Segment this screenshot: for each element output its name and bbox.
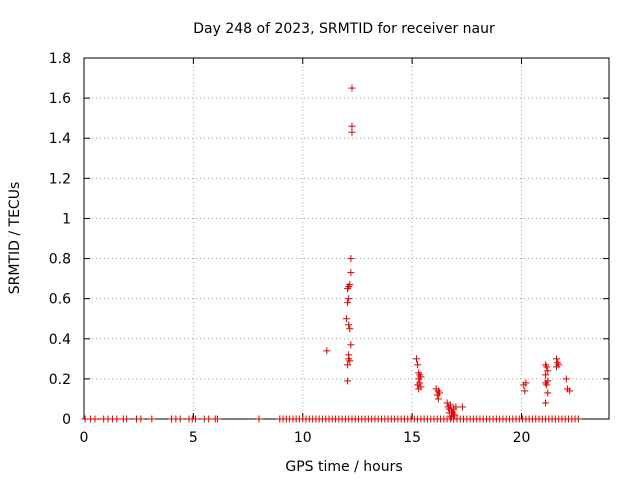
data-point [346, 325, 354, 333]
y-tick-label: 0.8 [49, 252, 71, 268]
data-point [343, 315, 350, 323]
data-point [348, 122, 356, 130]
data-point [450, 411, 458, 419]
data-point [123, 415, 131, 423]
data-point [346, 357, 354, 365]
data-point [348, 84, 356, 92]
data-point [205, 415, 213, 423]
data-points [81, 84, 582, 423]
y-tick-label: 1.4 [49, 131, 71, 147]
data-point [414, 361, 422, 369]
y-tick-label: 0.6 [49, 292, 71, 308]
data-point [544, 389, 552, 397]
grid [84, 58, 609, 419]
data-point [543, 363, 551, 371]
data-point [446, 401, 454, 409]
data-point [344, 299, 352, 307]
data-point [137, 415, 145, 423]
data-point [458, 403, 466, 411]
data-point [413, 355, 420, 363]
data-point [213, 415, 221, 423]
y-tick-label: 1.6 [49, 91, 71, 107]
data-point [544, 367, 552, 375]
data-point [562, 375, 570, 383]
data-point [521, 387, 529, 395]
data-point [553, 355, 560, 363]
data-point [452, 403, 460, 411]
y-tick-label: 1 [62, 211, 71, 227]
data-point [542, 379, 550, 387]
data-point [113, 415, 121, 423]
data-point [522, 379, 530, 387]
x-tick-label: 5 [189, 430, 198, 446]
x-tick-label: 15 [403, 430, 421, 446]
data-point [553, 363, 560, 371]
data-point [148, 415, 156, 423]
data-point [323, 347, 331, 355]
y-axis-label: SRMTID / TECUs [7, 182, 23, 295]
data-point [347, 341, 355, 349]
x-tick-label: 10 [294, 430, 312, 446]
data-point [542, 371, 550, 379]
data-point [344, 361, 352, 369]
data-point [347, 255, 355, 263]
data-point [344, 377, 352, 385]
y-tick-label: 1.2 [49, 171, 71, 187]
data-point [345, 295, 353, 303]
data-point [345, 283, 353, 291]
data-point [445, 409, 453, 417]
data-point [566, 387, 574, 395]
x-tick-label: 0 [80, 430, 89, 446]
x-axis-label: GPS time / hours [285, 459, 402, 475]
data-point [542, 399, 550, 407]
data-point [435, 389, 443, 397]
data-point [176, 415, 184, 423]
y-tick-label: 0.2 [49, 372, 71, 388]
data-point [348, 128, 356, 136]
axis-ticks: 0 0.2 0.4 0.6 0.8 1 1.2 1.4 1.6 1.8 0 5 10 15 20 [49, 51, 609, 446]
data-point [434, 395, 442, 403]
data-point [345, 321, 353, 329]
chart-title: Day 248 of 2023, SRMTID for receiver nau… [193, 21, 495, 37]
data-point [255, 415, 263, 423]
data-point [415, 385, 423, 393]
x-tick-label: 20 [513, 430, 531, 446]
data-point [417, 373, 425, 381]
y-tick-label: 1.8 [49, 51, 71, 67]
data-point [192, 415, 200, 423]
y-tick-label: 0 [62, 412, 71, 428]
data-point [574, 415, 582, 423]
y-tick-label: 0.4 [49, 332, 71, 348]
data-point [91, 415, 99, 423]
data-point [345, 351, 353, 359]
data-point [347, 269, 355, 277]
